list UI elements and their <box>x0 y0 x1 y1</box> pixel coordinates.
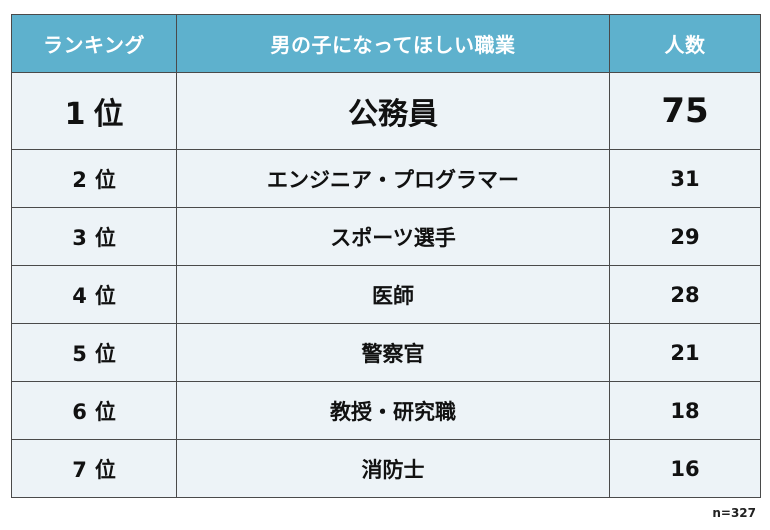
rank-suffix: 位 <box>94 225 116 250</box>
job-cell: スポーツ選手 <box>176 207 610 266</box>
sample-size-note: n=327 <box>712 506 756 520</box>
rank-suffix: 位 <box>94 341 116 366</box>
header-count: 人数 <box>609 14 761 73</box>
header-rank: ランキング <box>11 14 177 73</box>
count-cell: 29 <box>609 207 761 266</box>
rank-number: 5 <box>72 341 87 366</box>
job-cell: 医師 <box>176 265 610 324</box>
count-cell: 16 <box>609 439 761 498</box>
rank-number: 7 <box>72 457 87 482</box>
rank-number: 2 <box>72 167 87 192</box>
count-cell: 28 <box>609 265 761 324</box>
job-cell: エンジニア・プログラマー <box>176 149 610 208</box>
count-cell: 21 <box>609 323 761 382</box>
rank-number: 4 <box>72 283 87 308</box>
rank-suffix: 位 <box>94 283 116 308</box>
rank-suffix: 位 <box>93 97 124 132</box>
rank-number: 3 <box>72 225 87 250</box>
rank-number: 1 <box>64 97 86 132</box>
job-cell: 公務員 <box>176 72 610 150</box>
job-cell: 警察官 <box>176 323 610 382</box>
table-header: ランキング 男の子になってほしい職業 人数 <box>11 14 761 73</box>
header-row: ランキング 男の子になってほしい職業 人数 <box>11 14 761 73</box>
job-cell: 教授・研究職 <box>176 381 610 440</box>
header-job: 男の子になってほしい職業 <box>176 14 610 73</box>
rank-suffix: 位 <box>94 167 116 192</box>
count-cell: 18 <box>609 381 761 440</box>
count-cell: 31 <box>609 149 761 208</box>
count-cell: 75 <box>609 72 761 150</box>
rank-suffix: 位 <box>94 457 116 482</box>
job-cell: 消防士 <box>176 439 610 498</box>
rank-number: 6 <box>72 399 87 424</box>
rank-suffix: 位 <box>94 399 116 424</box>
